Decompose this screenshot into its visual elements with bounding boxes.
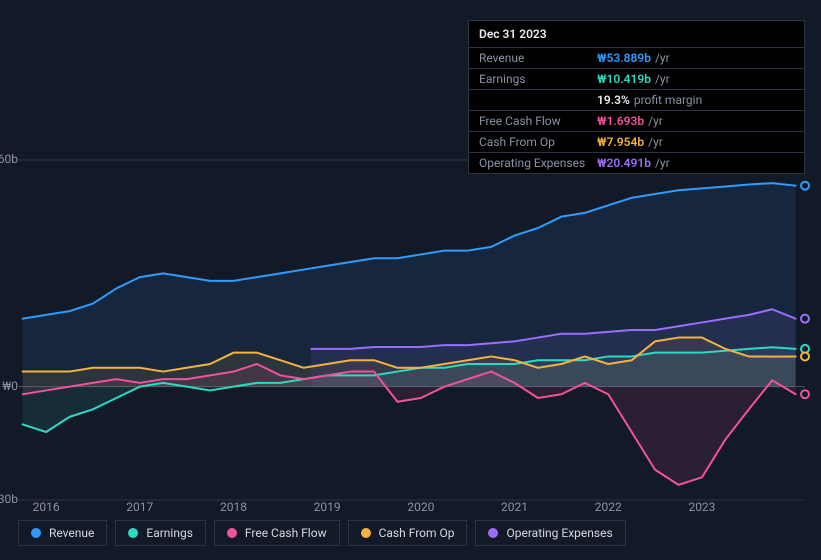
x-axis-label: 2023 (688, 500, 715, 514)
legend-item-earnings[interactable]: Earnings (115, 520, 206, 546)
tooltip-row: Revenue₩53.889b /yr (469, 48, 804, 69)
tooltip-row: 19.3% profit margin (469, 90, 804, 111)
x-axis-label: 2018 (220, 500, 247, 514)
tooltip-row-value: ₩10.419b (597, 72, 651, 86)
tooltip-row-label: Operating Expenses (479, 156, 597, 170)
tooltip-row-suffix: /yr (655, 72, 670, 86)
tooltip-row: Cash From Op₩7.954b /yr (469, 132, 804, 153)
x-axis-label: 2020 (407, 500, 434, 514)
legend-item-label: Cash From Op (379, 526, 455, 540)
chart-legend: Revenue Earnings Free Cash Flow Cash From O… (18, 520, 626, 546)
x-axis-label: 2021 (501, 500, 528, 514)
x-axis-labels: 2016 2017 2018 2019 2020 2021 2022 2023 (18, 500, 805, 520)
legend-dot-icon (227, 528, 237, 538)
x-axis-label: 2022 (595, 500, 622, 514)
tooltip-row-label: Cash From Op (479, 135, 597, 149)
legend-item-operating-expenses[interactable]: Operating Expenses (475, 520, 625, 546)
tooltip-row-label: Free Cash Flow (479, 114, 597, 128)
tooltip-row-value: ₩7.954b (597, 135, 644, 149)
tooltip-row-label: Revenue (479, 51, 597, 65)
legend-dot-icon (361, 528, 371, 538)
legend-dot-icon (31, 528, 41, 538)
y-axis-label: ₩0 (0, 379, 18, 393)
tooltip-row: Earnings₩10.419b /yr (469, 69, 804, 90)
legend-item-free-cash-flow[interactable]: Free Cash Flow (214, 520, 340, 546)
y-axis-label: -₩30b (0, 492, 18, 506)
legend-item-cash-from-op[interactable]: Cash From Op (348, 520, 468, 546)
tooltip-row-value: ₩20.491b (597, 156, 651, 170)
y-axis-label: ₩60b (0, 152, 18, 166)
legend-item-label: Operating Expenses (506, 526, 612, 540)
tooltip-row: Operating Expenses₩20.491b /yr (469, 153, 804, 173)
profit-margin-label: profit margin (634, 93, 702, 107)
tooltip-row-suffix: /yr (648, 135, 663, 149)
tooltip-row-label: Earnings (479, 72, 597, 86)
x-axis-label: 2016 (33, 500, 60, 514)
x-axis-label: 2017 (126, 500, 153, 514)
x-axis-label: 2019 (314, 500, 341, 514)
financial-chart: ₩60b₩0-₩30b (18, 160, 805, 500)
tooltip-row-suffix: /yr (648, 114, 663, 128)
legend-dot-icon (488, 528, 498, 538)
tooltip-date: Dec 31 2023 (469, 21, 804, 48)
tooltip-row-value: ₩1.693b (597, 114, 644, 128)
profit-margin-pct: 19.3% (597, 93, 630, 107)
legend-dot-icon (128, 528, 138, 538)
tooltip-row-value: ₩53.889b (597, 51, 651, 65)
tooltip-row: Free Cash Flow₩1.693b /yr (469, 111, 804, 132)
legend-item-label: Free Cash Flow (245, 526, 327, 540)
chart-tooltip: Dec 31 2023 Revenue₩53.889b /yrEarnings₩… (468, 20, 805, 174)
legend-item-label: Earnings (146, 526, 193, 540)
legend-item-revenue[interactable]: Revenue (18, 520, 107, 546)
legend-item-label: Revenue (49, 526, 94, 540)
tooltip-row-suffix: /yr (655, 51, 670, 65)
tooltip-row-suffix: /yr (655, 156, 670, 170)
